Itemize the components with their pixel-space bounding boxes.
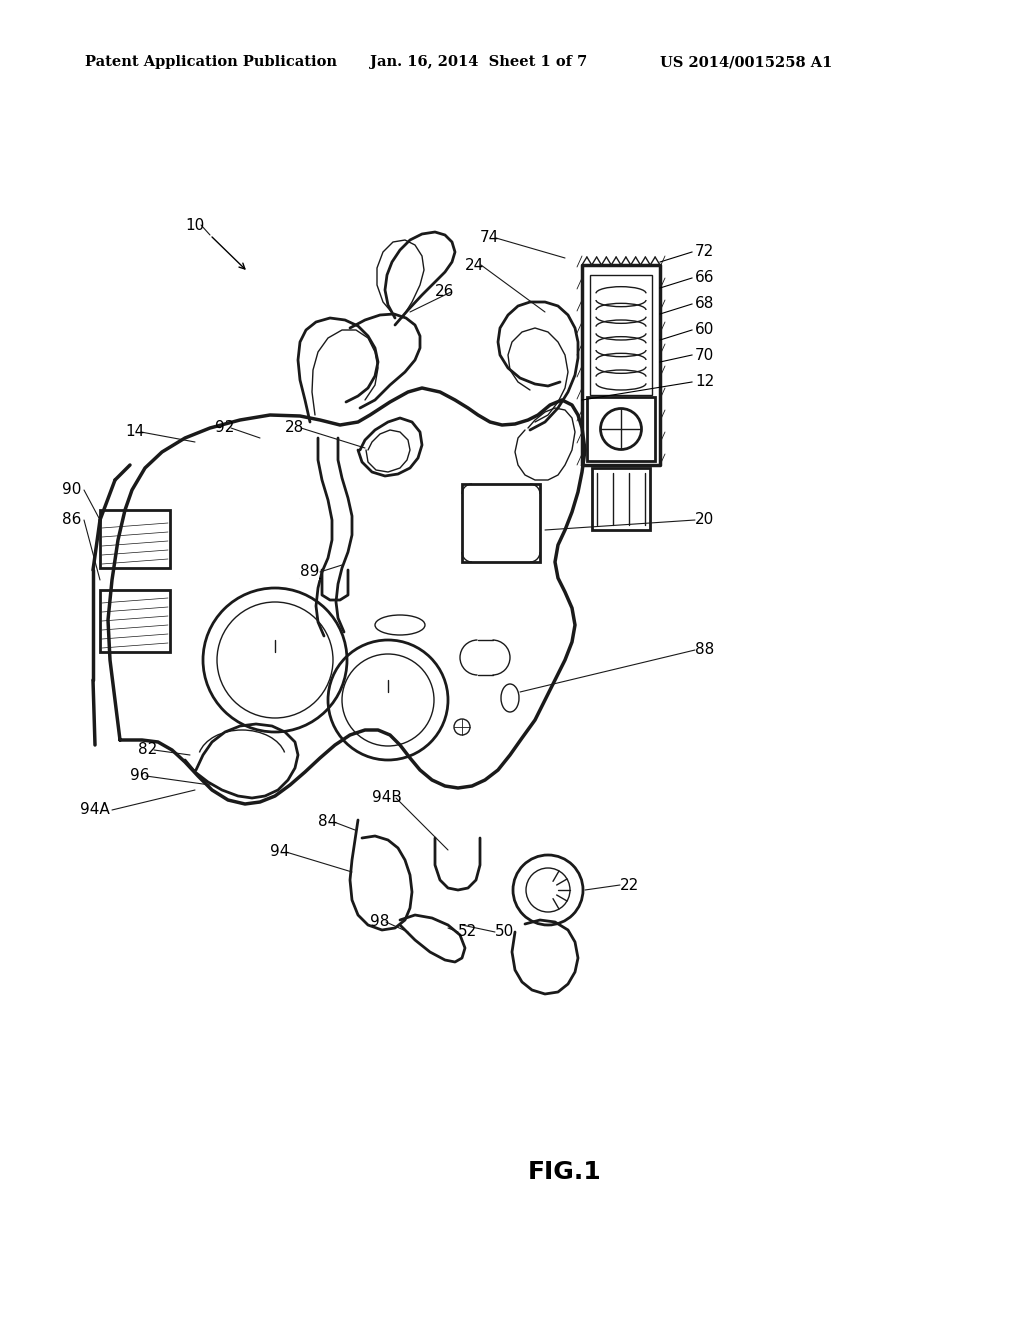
Bar <box>592 469 650 531</box>
Text: 26: 26 <box>435 285 455 300</box>
Text: 24: 24 <box>465 257 484 272</box>
Bar <box>590 275 652 395</box>
Text: 60: 60 <box>695 322 715 338</box>
Text: 94A: 94A <box>80 803 110 817</box>
Text: FIG.1: FIG.1 <box>528 1160 602 1184</box>
Text: 10: 10 <box>185 218 204 232</box>
Text: 74: 74 <box>480 231 500 246</box>
Text: 88: 88 <box>695 643 715 657</box>
Text: 94: 94 <box>270 845 290 859</box>
Text: 98: 98 <box>370 915 389 929</box>
Text: 52: 52 <box>458 924 477 940</box>
Text: 70: 70 <box>695 347 715 363</box>
Bar <box>100 510 170 568</box>
Text: 72: 72 <box>695 244 715 260</box>
Text: Jan. 16, 2014  Sheet 1 of 7: Jan. 16, 2014 Sheet 1 of 7 <box>370 55 587 69</box>
Text: 94B: 94B <box>372 791 401 805</box>
Text: 22: 22 <box>620 878 639 892</box>
Text: 28: 28 <box>285 421 304 436</box>
Bar <box>100 590 170 652</box>
Text: 84: 84 <box>318 814 337 829</box>
Text: 86: 86 <box>62 512 81 528</box>
Text: 50: 50 <box>495 924 514 940</box>
Text: 92: 92 <box>215 421 234 436</box>
Text: 20: 20 <box>695 512 715 528</box>
Text: 68: 68 <box>695 297 715 312</box>
Text: 82: 82 <box>138 742 158 758</box>
Bar <box>587 397 655 461</box>
Text: 90: 90 <box>62 483 81 498</box>
Text: 12: 12 <box>695 375 715 389</box>
Text: US 2014/0015258 A1: US 2014/0015258 A1 <box>660 55 833 69</box>
Text: 96: 96 <box>130 768 150 784</box>
Bar <box>462 484 540 562</box>
Text: Patent Application Publication: Patent Application Publication <box>85 55 337 69</box>
Text: 89: 89 <box>300 565 319 579</box>
Text: 14: 14 <box>125 425 144 440</box>
Text: 66: 66 <box>695 271 715 285</box>
